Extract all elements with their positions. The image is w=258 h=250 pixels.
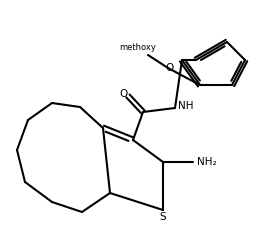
Text: O: O	[166, 63, 174, 73]
Text: O: O	[120, 89, 128, 99]
Text: methoxy: methoxy	[119, 44, 156, 52]
Text: NH: NH	[178, 101, 194, 111]
Text: NH₂: NH₂	[197, 157, 217, 167]
Text: S: S	[160, 212, 166, 222]
